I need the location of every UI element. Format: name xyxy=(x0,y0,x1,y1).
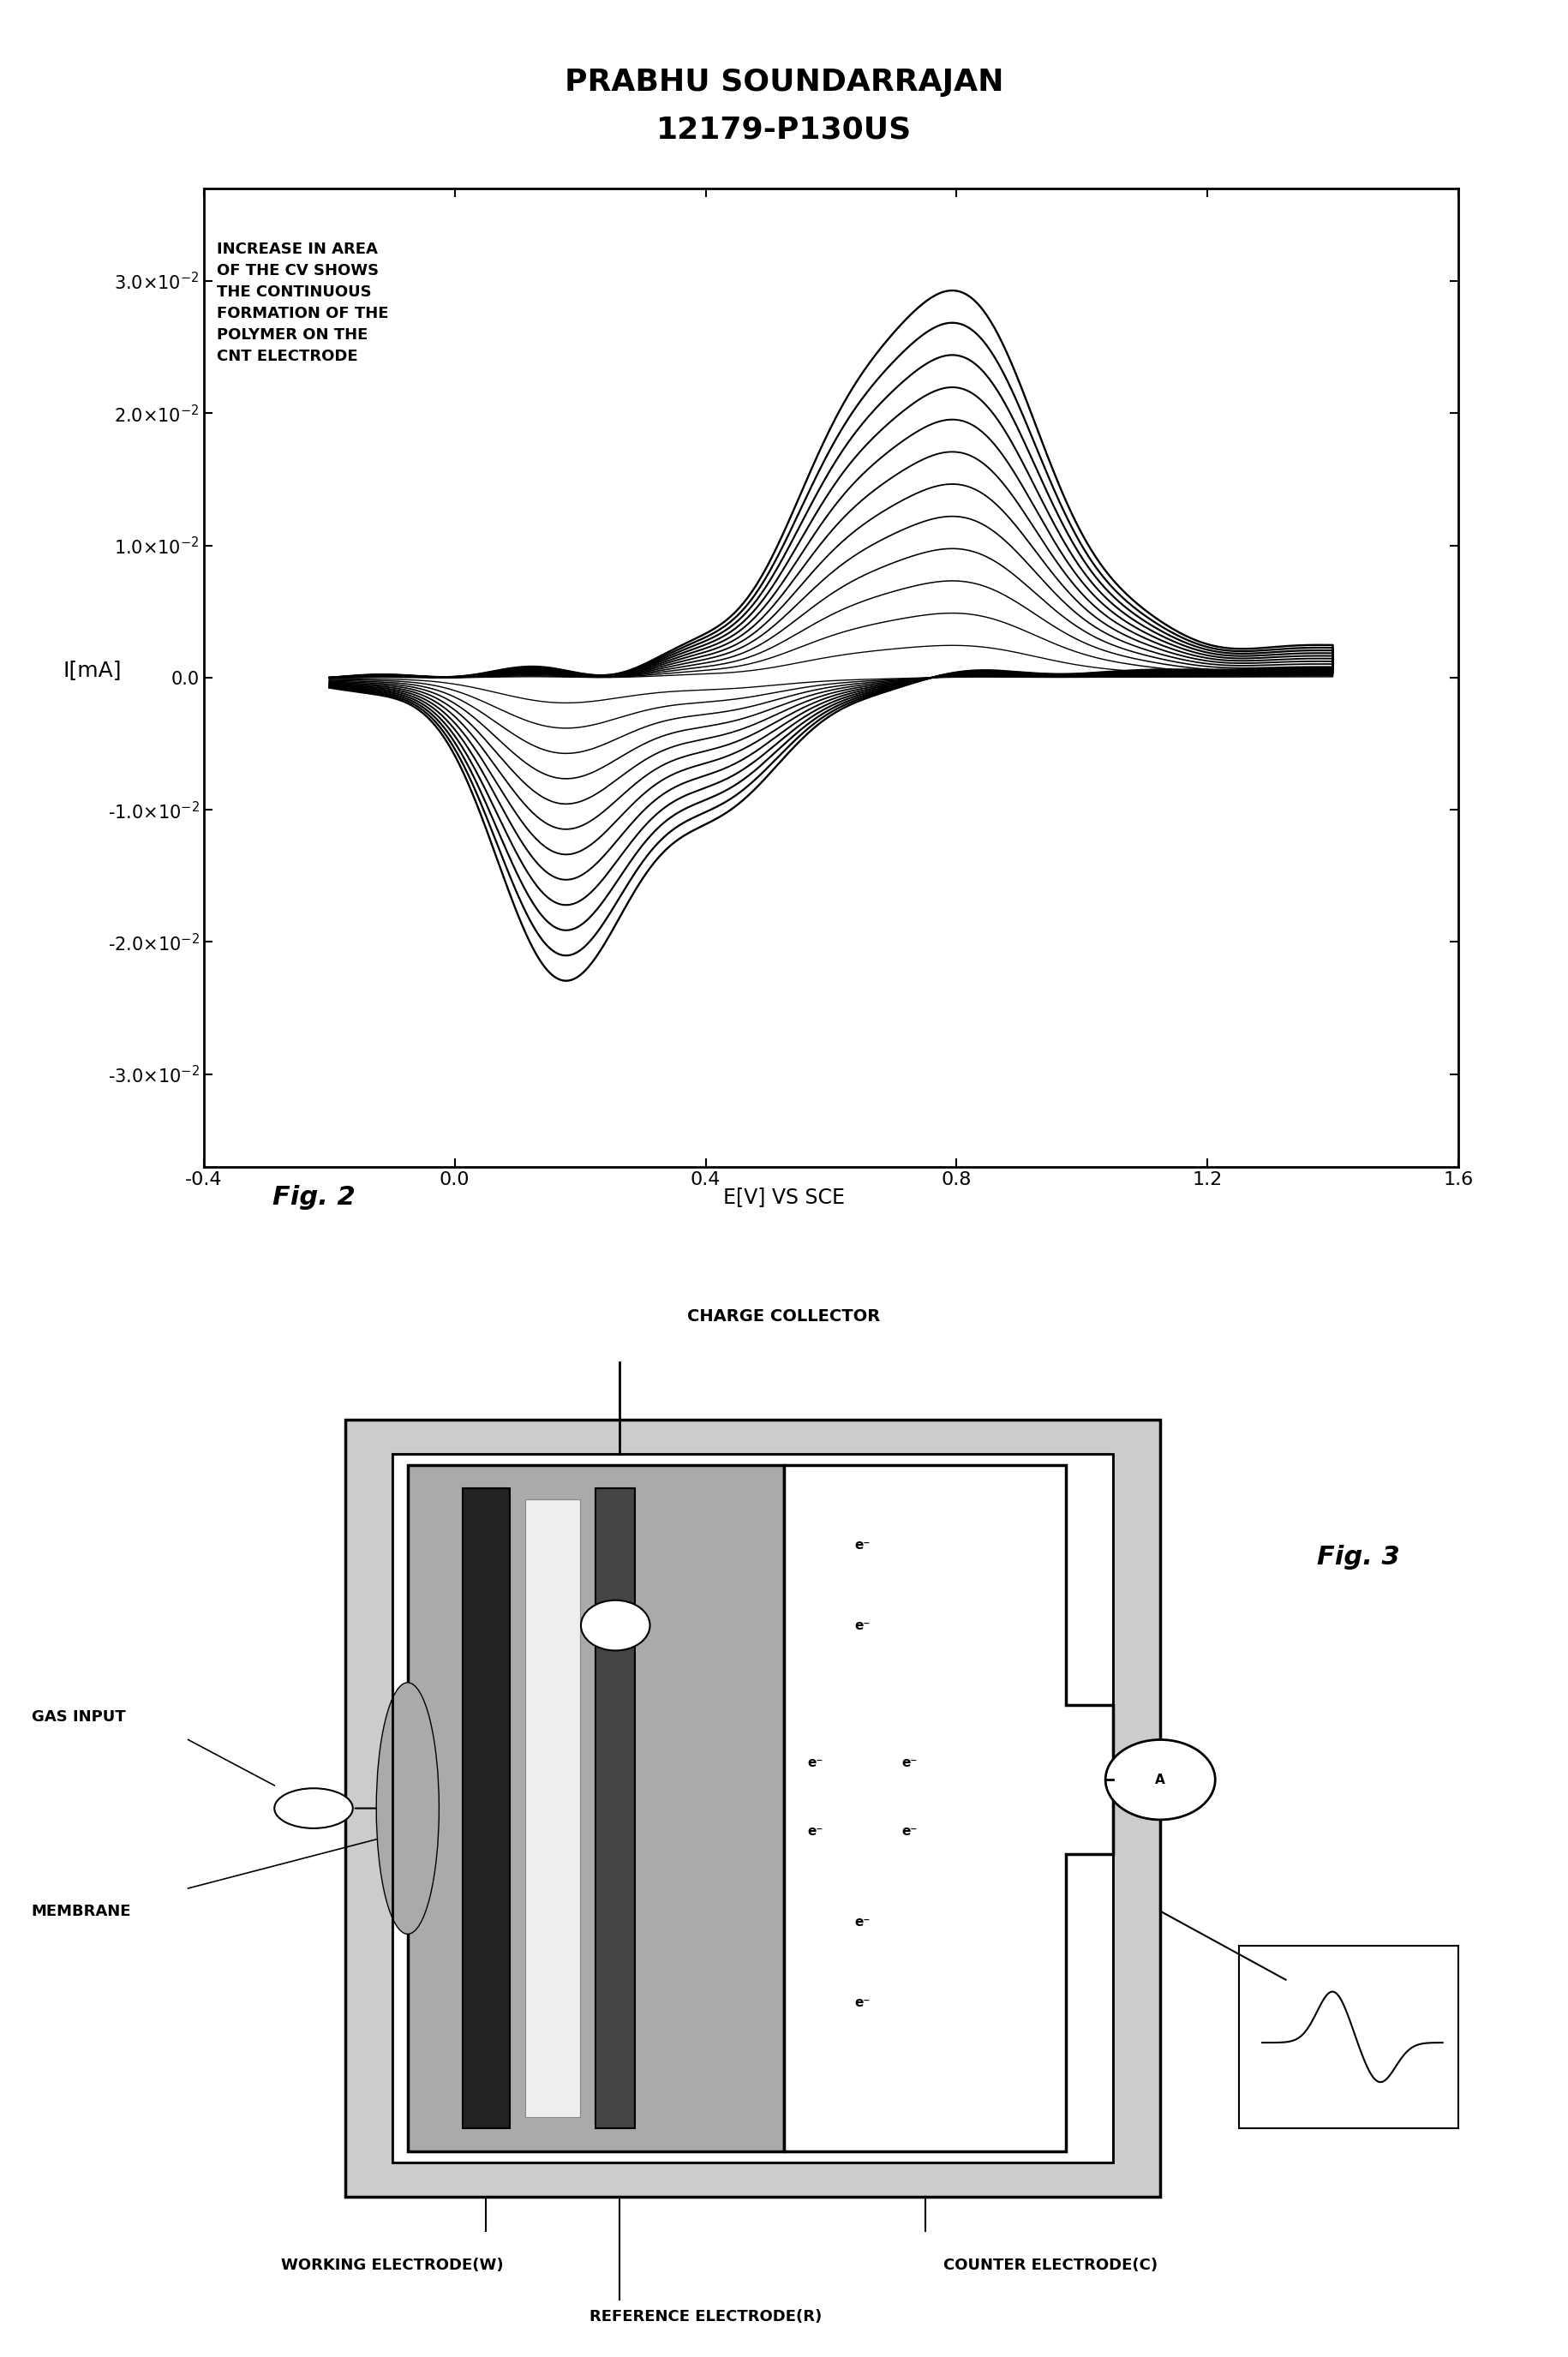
Ellipse shape xyxy=(274,1789,353,1829)
Bar xyxy=(525,1499,580,2117)
Circle shape xyxy=(1105,1739,1215,1820)
Bar xyxy=(392,1454,1113,2164)
Circle shape xyxy=(580,1600,649,1650)
Text: CHARGE COLLECTOR: CHARGE COLLECTOR xyxy=(687,1308,881,1325)
Text: Fig. 3: Fig. 3 xyxy=(1317,1544,1400,1570)
Text: WORKING ELECTRODE(W): WORKING ELECTRODE(W) xyxy=(281,2258,503,2272)
Text: GAS INPUT: GAS INPUT xyxy=(31,1709,125,1725)
Text: I[mA]: I[mA] xyxy=(63,660,121,681)
Bar xyxy=(784,1466,1066,2152)
Text: e⁻: e⁻ xyxy=(855,1996,870,2008)
Text: e⁻: e⁻ xyxy=(855,1539,870,1551)
Text: e⁻: e⁻ xyxy=(902,1824,917,1838)
Text: REFERENCE ELECTRODE(R): REFERENCE ELECTRODE(R) xyxy=(590,2310,822,2324)
Bar xyxy=(345,1419,1160,2197)
Text: e⁻: e⁻ xyxy=(902,1756,917,1770)
Bar xyxy=(345,1419,1160,2197)
Text: e⁻: e⁻ xyxy=(855,1916,870,1928)
Text: COUNTER ELECTRODE(C): COUNTER ELECTRODE(C) xyxy=(944,2258,1157,2272)
Text: e⁻: e⁻ xyxy=(808,1824,823,1838)
Text: 12179-P130US: 12179-P130US xyxy=(657,115,911,144)
Text: A: A xyxy=(1156,1772,1165,1787)
Ellipse shape xyxy=(376,1683,439,1935)
Text: INCREASE IN AREA
OF THE CV SHOWS
THE CONTINUOUS
FORMATION OF THE
POLYMER ON THE
: INCREASE IN AREA OF THE CV SHOWS THE CON… xyxy=(216,240,389,363)
Polygon shape xyxy=(784,1466,1113,2152)
Text: e⁻: e⁻ xyxy=(855,1619,870,1631)
Bar xyxy=(408,1466,784,2152)
Text: e⁻: e⁻ xyxy=(808,1756,823,1770)
Bar xyxy=(392,1454,1113,2164)
Bar xyxy=(463,1487,510,2128)
Text: PRABHU SOUNDARRAJAN: PRABHU SOUNDARRAJAN xyxy=(564,68,1004,97)
Bar xyxy=(1239,1945,1458,2128)
Bar xyxy=(596,1487,635,2128)
Text: Fig. 2: Fig. 2 xyxy=(273,1186,354,1209)
Text: MEMBRANE: MEMBRANE xyxy=(31,1904,132,1919)
Text: E[V] VS SCE: E[V] VS SCE xyxy=(723,1188,845,1207)
